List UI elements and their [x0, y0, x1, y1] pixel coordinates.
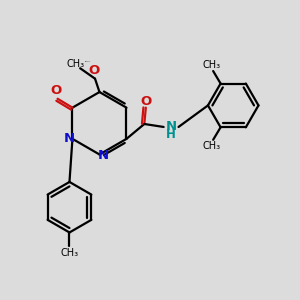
Text: CH₃: CH₃ [67, 59, 85, 69]
Text: N: N [166, 120, 177, 133]
Text: N: N [63, 132, 74, 146]
Text: O: O [88, 64, 99, 77]
Text: N: N [98, 149, 109, 162]
Text: CH₃: CH₃ [60, 248, 79, 258]
Text: H: H [166, 128, 176, 142]
Text: CH₃: CH₃ [202, 59, 221, 70]
Text: O: O [50, 84, 62, 97]
Text: methoxy: methoxy [85, 61, 91, 62]
Text: O: O [140, 94, 152, 108]
Text: CH₃: CH₃ [202, 141, 221, 151]
